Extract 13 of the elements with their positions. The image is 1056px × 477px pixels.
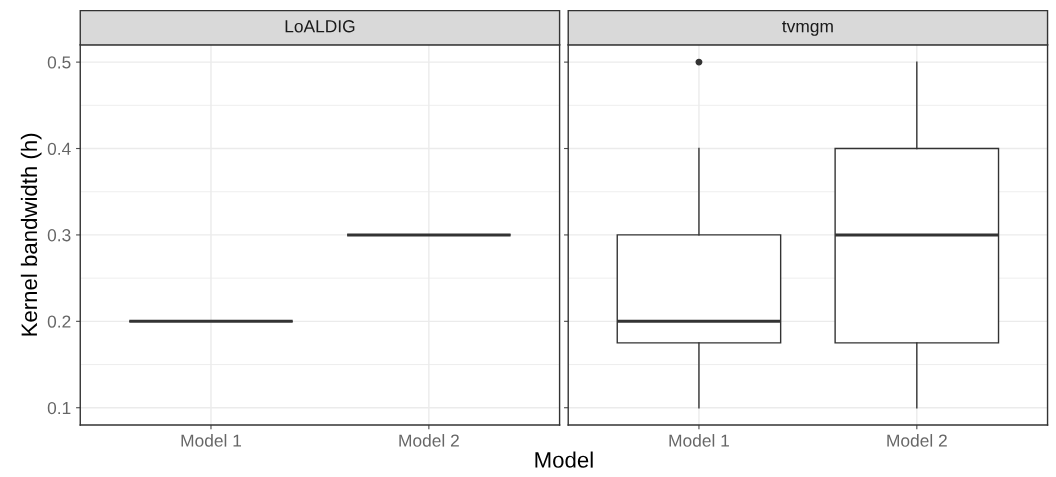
- x-tick-label: Model 1: [669, 434, 729, 447]
- y-tick-label: 0.4: [47, 142, 71, 155]
- y-tick-label: 0.5: [47, 56, 71, 69]
- x-tick-label: Model 2: [887, 434, 947, 447]
- chart-title: LoALDIG: [285, 20, 355, 33]
- x-axis-title: Model: [535, 451, 593, 468]
- y-tick-label: 0.1: [47, 401, 71, 415]
- y-tick-label: 0.3: [47, 229, 71, 242]
- y-axis-title: Kernel bandwidth (h): [20, 133, 42, 336]
- x-tick-label: Model 1: [181, 434, 242, 447]
- y-tick-label: 0.2: [47, 315, 71, 328]
- x-tick-label: Model 2: [399, 434, 459, 447]
- chart-title: tvmgm: [782, 20, 833, 36]
